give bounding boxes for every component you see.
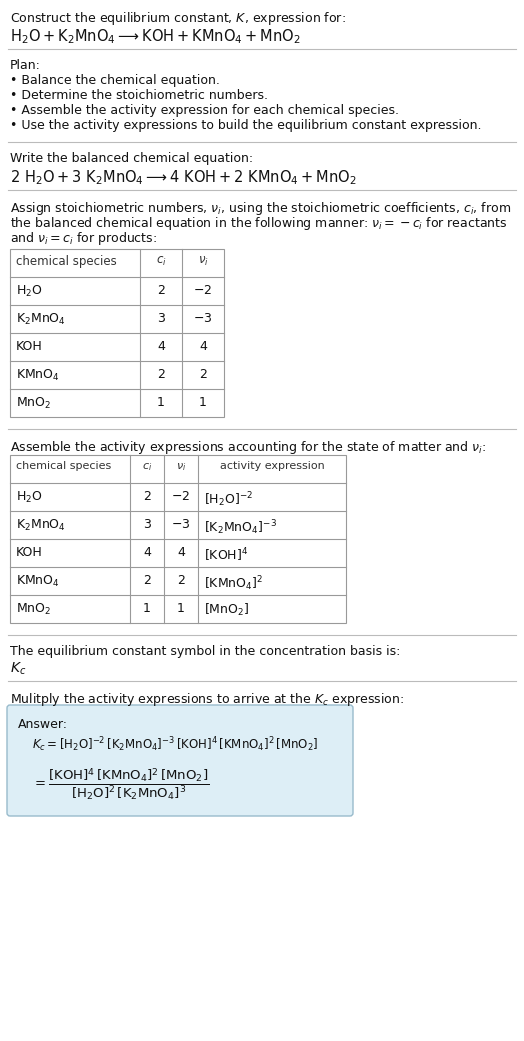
Text: 1: 1 [157,396,165,409]
Text: 2: 2 [157,369,165,381]
Text: 2: 2 [177,574,185,587]
Text: Plan:: Plan: [10,59,41,72]
Text: 2: 2 [143,574,151,587]
Text: $[\mathrm{KMnO_4}]^2$: $[\mathrm{KMnO_4}]^2$ [204,574,263,592]
Text: 3: 3 [157,312,165,325]
Text: $\mathrm{MnO_2}$: $\mathrm{MnO_2}$ [16,396,51,411]
Text: $-3$: $-3$ [171,518,191,531]
Text: 4: 4 [199,340,207,353]
Text: $\nu_i$: $\nu_i$ [176,461,186,473]
Text: $c_i$: $c_i$ [156,255,166,269]
Text: $-2$: $-2$ [193,284,213,297]
Text: Mulitply the activity expressions to arrive at the $K_c$ expression:: Mulitply the activity expressions to arr… [10,691,405,708]
Text: $K_c$: $K_c$ [10,661,26,678]
Text: $[\mathrm{KOH}]^4$: $[\mathrm{KOH}]^4$ [204,545,248,563]
Bar [10,455,346,623]
Text: $\mathrm{KMnO_4}$: $\mathrm{KMnO_4}$ [16,574,60,589]
Text: 1: 1 [177,602,185,615]
Text: $[\mathrm{K_2MnO_4}]^{-3}$: $[\mathrm{K_2MnO_4}]^{-3}$ [204,518,277,537]
Text: 4: 4 [177,545,185,559]
Text: $\mathrm{H_2O + K_2MnO_4 \longrightarrow KOH + KMnO_4 + MnO_2}$: $\mathrm{H_2O + K_2MnO_4 \longrightarrow… [10,27,301,46]
Text: Assemble the activity expressions accounting for the state of matter and $\nu_i$: Assemble the activity expressions accoun… [10,439,486,456]
Text: activity expression: activity expression [220,461,324,471]
Text: The equilibrium constant symbol in the concentration basis is:: The equilibrium constant symbol in the c… [10,645,400,658]
Text: chemical species: chemical species [16,255,117,268]
Text: 2: 2 [157,284,165,297]
Text: 1: 1 [143,602,151,615]
Text: chemical species: chemical species [16,461,111,471]
Text: the balanced chemical equation in the following manner: $\nu_i = -c_i$ for react: the balanced chemical equation in the fo… [10,215,507,232]
Text: $-3$: $-3$ [193,312,213,325]
Bar [10,249,224,417]
Text: $\mathrm{MnO_2}$: $\mathrm{MnO_2}$ [16,602,51,617]
Text: $-2$: $-2$ [171,490,191,503]
Text: • Assemble the activity expression for each chemical species.: • Assemble the activity expression for e… [10,104,399,117]
Text: $[\mathrm{H_2O}]^{-2}$: $[\mathrm{H_2O}]^{-2}$ [204,490,253,509]
Text: $c_i$: $c_i$ [142,461,152,473]
Text: $K_c = [\mathrm{H_2O}]^{-2}\, [\mathrm{K_2MnO_4}]^{-3}\, [\mathrm{KOH}]^4\, [\ma: $K_c = [\mathrm{H_2O}]^{-2}\, [\mathrm{K… [32,735,319,754]
Text: 3: 3 [143,518,151,531]
Text: Write the balanced chemical equation:: Write the balanced chemical equation: [10,152,253,166]
Text: Answer:: Answer: [18,718,68,731]
Text: $\nu_i$: $\nu_i$ [198,255,209,269]
Text: and $\nu_i = c_i$ for products:: and $\nu_i = c_i$ for products: [10,230,157,247]
Text: $\mathrm{K_2MnO_4}$: $\mathrm{K_2MnO_4}$ [16,312,66,327]
Text: 4: 4 [157,340,165,353]
Text: $\mathrm{2\ H_2O + 3\ K_2MnO_4 \longrightarrow 4\ KOH + 2\ KMnO_4 + MnO_2}$: $\mathrm{2\ H_2O + 3\ K_2MnO_4 \longrigh… [10,168,357,186]
Text: • Balance the chemical equation.: • Balance the chemical equation. [10,74,220,87]
Text: 1: 1 [199,396,207,409]
Text: $= \dfrac{[\mathrm{KOH}]^4\, [\mathrm{KMnO_4}]^2\, [\mathrm{MnO_2}]}{[\mathrm{H_: $= \dfrac{[\mathrm{KOH}]^4\, [\mathrm{KM… [32,767,210,803]
Text: KOH: KOH [16,340,43,353]
Text: $\mathrm{H_2O}$: $\mathrm{H_2O}$ [16,284,42,299]
Text: Assign stoichiometric numbers, $\nu_i$, using the stoichiometric coefficients, $: Assign stoichiometric numbers, $\nu_i$, … [10,200,511,217]
Text: $\mathrm{H_2O}$: $\mathrm{H_2O}$ [16,490,42,505]
FancyBboxPatch shape [7,705,353,816]
Text: 4: 4 [143,545,151,559]
Text: $\mathrm{KMnO_4}$: $\mathrm{KMnO_4}$ [16,369,60,383]
Text: $[\mathrm{MnO_2}]$: $[\mathrm{MnO_2}]$ [204,602,249,618]
Text: Construct the equilibrium constant, $K$, expression for:: Construct the equilibrium constant, $K$,… [10,10,346,27]
Text: • Determine the stoichiometric numbers.: • Determine the stoichiometric numbers. [10,88,268,102]
Text: 2: 2 [143,490,151,503]
Text: KOH: KOH [16,545,43,559]
Text: 2: 2 [199,369,207,381]
Text: • Use the activity expressions to build the equilibrium constant expression.: • Use the activity expressions to build … [10,119,482,132]
Text: $\mathrm{K_2MnO_4}$: $\mathrm{K_2MnO_4}$ [16,518,66,533]
